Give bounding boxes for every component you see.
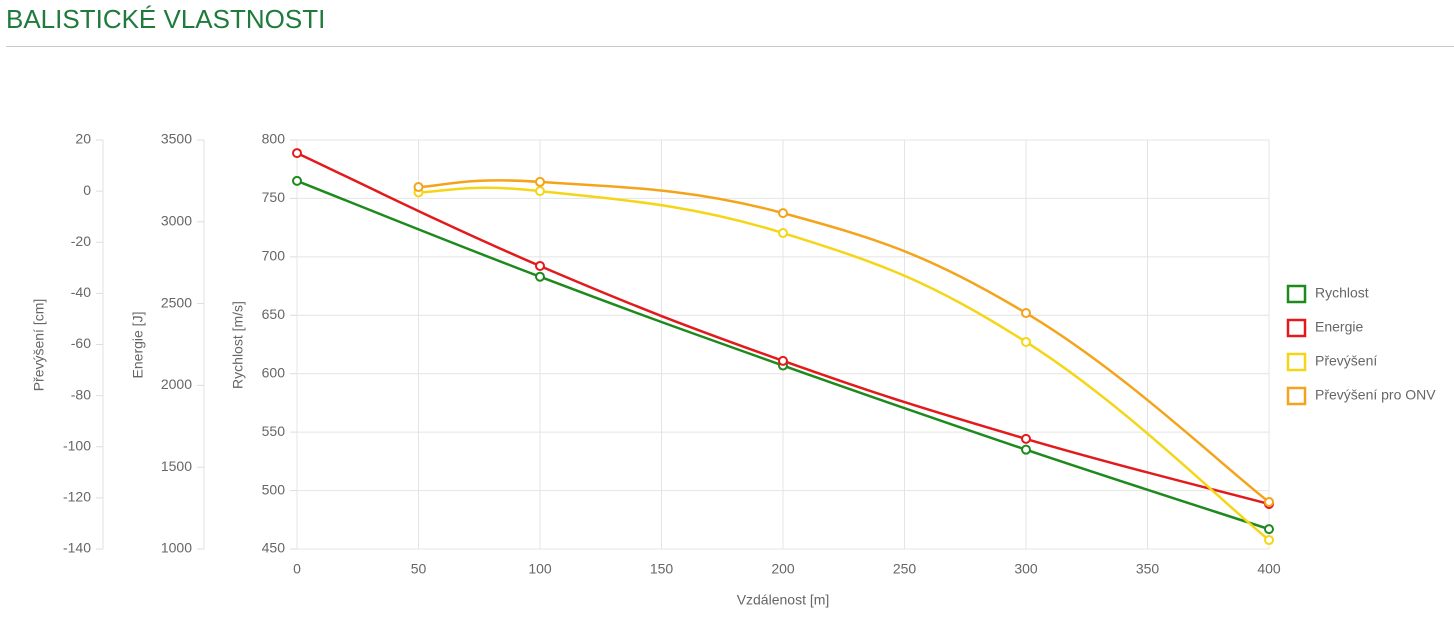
y-tick-label: 450 [262, 540, 286, 556]
y3-tick-label: -140 [63, 540, 91, 556]
y-tick-label: 500 [262, 481, 286, 497]
x-tick-label: 50 [411, 561, 427, 577]
y3-axis-title: Převýšení [cm] [31, 299, 47, 392]
legend-label: Převýšení pro ONV [1315, 387, 1436, 403]
y2-tick-label: 2000 [161, 376, 192, 392]
y2-tick-label: 1500 [161, 458, 192, 474]
x-tick-label: 0 [293, 561, 301, 577]
series-line [418, 179, 1270, 503]
data-point [1021, 433, 1031, 444]
y2-tick-label: 2500 [161, 294, 192, 310]
x-tick-label: 300 [1014, 561, 1038, 577]
legend-swatch [1286, 318, 1307, 338]
x-tick-label: 350 [1136, 561, 1160, 577]
x-tick-label: 100 [528, 561, 552, 577]
y-axis-title: Rychlost [m/s] [230, 301, 246, 389]
y-tick-label: 800 [262, 131, 286, 147]
y3-tick-label: -60 [71, 335, 91, 351]
legend-swatch [1286, 386, 1307, 406]
y-tick-label: 700 [262, 248, 286, 264]
data-point [535, 186, 545, 197]
data-point [535, 271, 545, 282]
y3-tick-label: 0 [83, 182, 91, 198]
data-point [535, 260, 545, 271]
data-point [1021, 336, 1031, 347]
x-axis-title: Vzdálenost [m] [737, 592, 830, 608]
y3-tick-label: -20 [71, 233, 91, 249]
page-title: BALISTICKÉ VLASTNOSTI [6, 4, 325, 34]
y3-tick-label: -120 [63, 489, 91, 505]
y3-tick-label: -100 [63, 437, 91, 453]
y3-tick-label: -40 [71, 284, 91, 300]
y2-tick-label: 3500 [161, 131, 192, 147]
data-point [535, 176, 545, 187]
x-tick-label: 250 [893, 561, 917, 577]
legend-swatch [1286, 352, 1307, 372]
series-line [418, 186, 1270, 542]
data-point [292, 148, 302, 159]
data-point [778, 208, 788, 219]
data-point [1021, 308, 1031, 319]
data-point [1264, 535, 1274, 546]
data-point [292, 175, 302, 186]
data-point [1264, 524, 1274, 535]
x-tick-label: 200 [771, 561, 795, 577]
legend-swatch [1286, 284, 1307, 304]
y2-tick-label: 1000 [161, 540, 192, 556]
x-tick-label: 150 [650, 561, 674, 577]
data-point [1264, 496, 1274, 507]
y3-tick-label: 20 [75, 131, 91, 147]
y2-tick-label: 3000 [161, 213, 192, 229]
data-point [778, 355, 788, 366]
x-tick-label: 400 [1257, 561, 1281, 577]
y-tick-label: 550 [262, 423, 286, 439]
data-point [413, 182, 424, 193]
legend-label: Rychlost [1315, 285, 1369, 301]
y2-axis-title: Energie [J] [130, 312, 146, 379]
legend-label: Energie [1315, 319, 1363, 335]
legend-label: Převýšení [1315, 353, 1377, 369]
y-tick-label: 650 [262, 306, 286, 322]
y-tick-label: 750 [262, 189, 286, 205]
y3-tick-label: -80 [71, 386, 91, 402]
y-tick-label: 600 [262, 364, 286, 380]
data-point [1021, 444, 1031, 455]
data-point [778, 228, 788, 239]
